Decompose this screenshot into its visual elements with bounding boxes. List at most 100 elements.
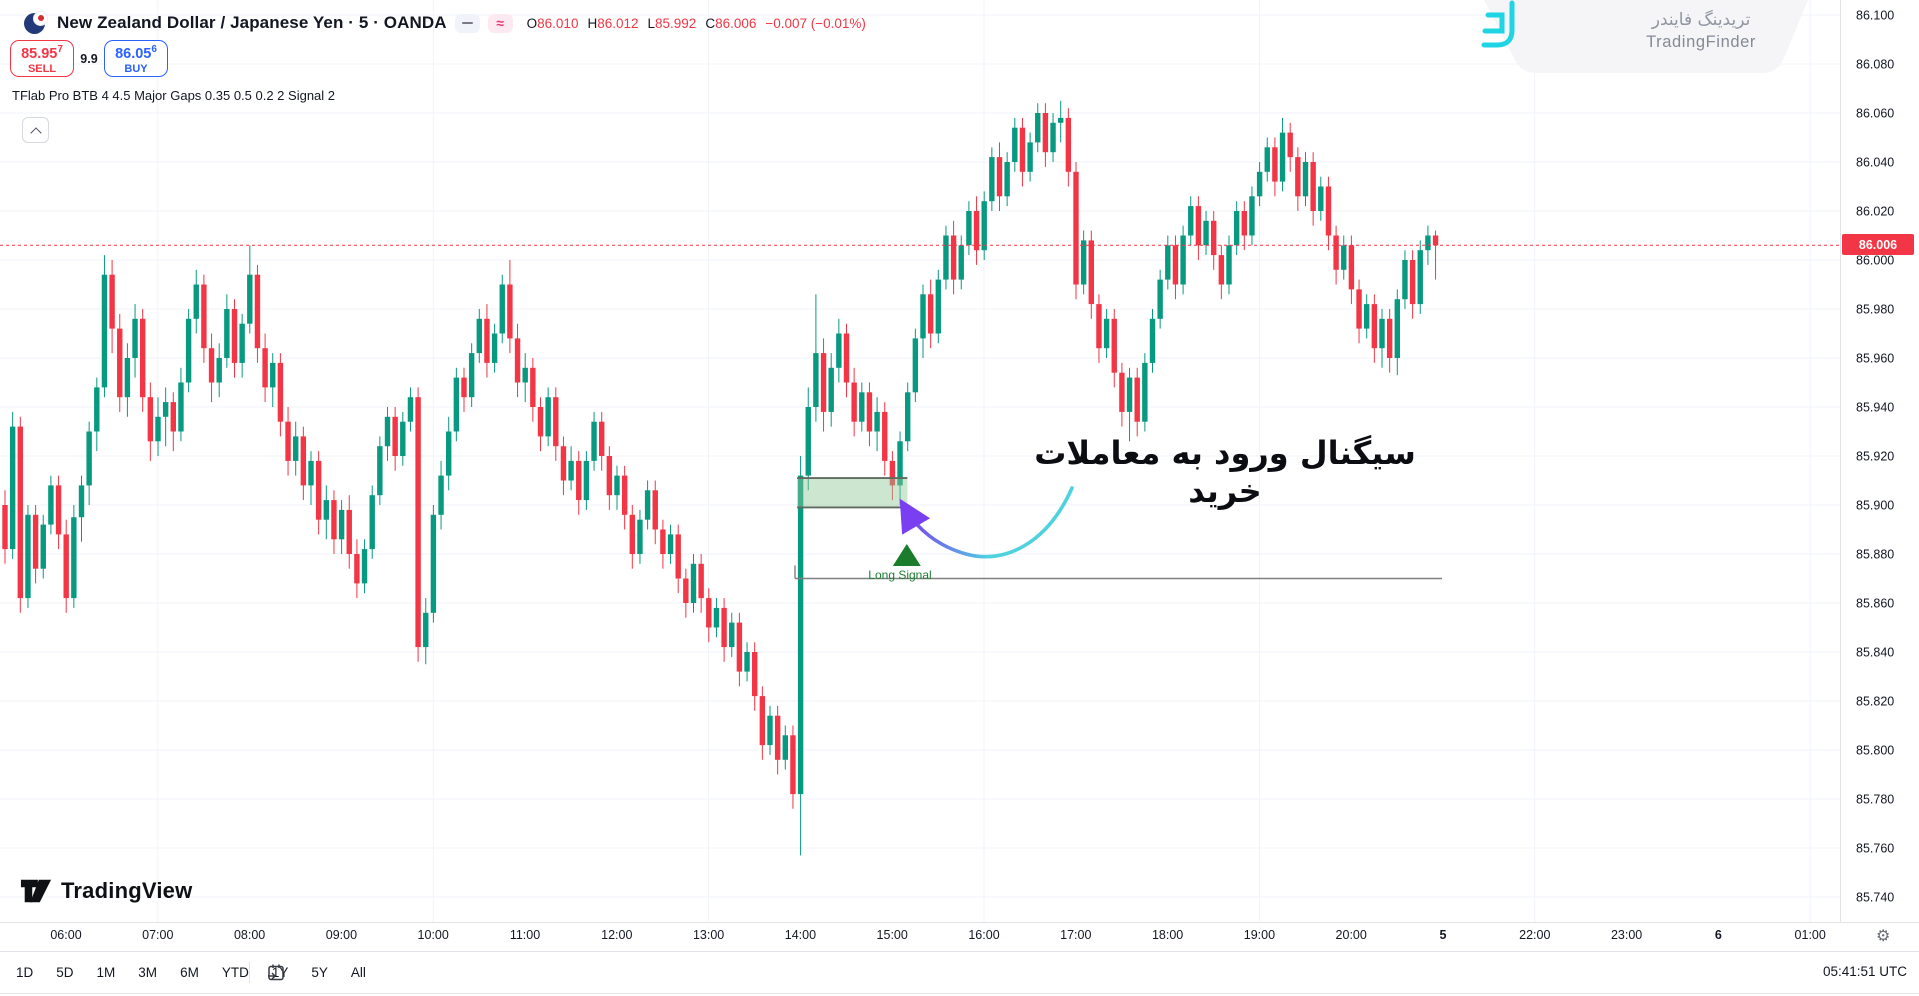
- time-scale[interactable]: 06:00 07:00 08:00 09:00 10:00 11:00 12:00 13:00…: [50, 928, 1826, 942]
- go-to-date-icon[interactable]: [265, 962, 287, 984]
- candle-body: [1050, 122, 1056, 153]
- candle-body: [438, 475, 444, 515]
- range-button-1m[interactable]: 1M: [96, 965, 116, 980]
- candle-body: [446, 431, 452, 476]
- candle-body: [1134, 377, 1140, 422]
- candle-body: [545, 397, 551, 437]
- candle-body: [101, 274, 108, 388]
- candle-body: [1058, 117, 1064, 123]
- candle-body: [859, 392, 865, 422]
- candle-body: [254, 274, 261, 349]
- candle-body: [1203, 220, 1209, 246]
- candle-body: [423, 612, 429, 648]
- candle-body: [1348, 245, 1355, 290]
- candle-body: [973, 211, 980, 251]
- session-clock[interactable]: 05:41:51 UTC: [1822, 964, 1907, 979]
- candle-body: [1035, 113, 1041, 143]
- price-tick-label: 85.760: [1856, 842, 1894, 856]
- gridlines: [0, 0, 1840, 922]
- range-button-5d[interactable]: 5D: [56, 965, 74, 980]
- candle-body: [162, 402, 169, 417]
- candle-body: [1279, 132, 1286, 182]
- candle-body: [1233, 211, 1240, 246]
- range-button-ytd[interactable]: YTD: [221, 965, 249, 980]
- candle-body: [927, 294, 934, 334]
- time-tick-label: 06:00: [50, 928, 81, 942]
- range-button-6m[interactable]: 6M: [180, 965, 199, 980]
- candle-body: [1333, 235, 1339, 270]
- candle-body: [797, 475, 804, 795]
- tradingfinder-brand-fa: تریدینگ فایندر: [1651, 10, 1751, 30]
- time-tick-label: 07:00: [142, 928, 173, 942]
- candle-body: [507, 284, 513, 339]
- candle-body: [247, 274, 253, 324]
- candle-body: [231, 309, 238, 363]
- time-tick-label: 6: [1715, 928, 1722, 942]
- candle-body: [308, 460, 314, 486]
- candle-body: [943, 235, 949, 280]
- candle-body: [17, 426, 23, 599]
- price-tick-label: 85.860: [1856, 597, 1894, 611]
- indicator-title[interactable]: TFlab Pro BTB 4 4.5 Major Gaps 0.35 0.5 …: [12, 88, 336, 103]
- range-button-1y[interactable]: 1Y: [271, 965, 289, 980]
- candle-body: [1004, 162, 1010, 197]
- candle-body: [1302, 162, 1309, 197]
- candle-body: [568, 460, 574, 481]
- range-button-3m[interactable]: 3M: [138, 965, 158, 980]
- buy-button[interactable]: 86.056 BUY: [104, 40, 168, 77]
- range-button-5y[interactable]: 5Y: [311, 965, 328, 980]
- candle-body: [774, 715, 781, 760]
- time-tick-label: 16:00: [968, 928, 999, 942]
- time-tick-label: 22:00: [1519, 928, 1550, 942]
- range-button-1d[interactable]: 1D: [16, 965, 34, 980]
- candle-body: [346, 509, 352, 554]
- candle-body: [1394, 299, 1400, 358]
- current-price-tag[interactable]: 86.006: [1842, 234, 1914, 255]
- candle-body: [484, 318, 490, 363]
- range-button-all[interactable]: All: [350, 965, 366, 980]
- candle-body: [752, 652, 758, 697]
- candle-body: [331, 500, 337, 540]
- candle-body: [530, 367, 536, 407]
- candle-body: [400, 421, 406, 456]
- price-tick-label: 85.960: [1856, 352, 1894, 366]
- time-tick-label: 01:00: [1795, 928, 1826, 942]
- collapse-indicator-button[interactable]: [22, 117, 49, 143]
- sell-button[interactable]: 85.957 SELL: [10, 40, 74, 77]
- settings-gear-icon[interactable]: ⚙: [1876, 928, 1891, 945]
- candle-body: [155, 416, 161, 442]
- candle-body: [262, 348, 268, 388]
- price-scale[interactable]: 86.100 86.080 86.060 86.040 86.020 86.000 85.9…: [1856, 9, 1894, 905]
- candle-body: [621, 475, 628, 515]
- candle-body: [9, 426, 16, 550]
- time-tick-label: 5: [1440, 928, 1447, 942]
- candle-body: [874, 411, 880, 432]
- price-change: −0.007 (−0.01%): [765, 15, 866, 31]
- candle-body: [1241, 211, 1247, 236]
- candle-body: [1371, 304, 1378, 349]
- candle-body: [790, 735, 796, 795]
- candle-body: [430, 514, 437, 613]
- candle-body: [239, 323, 245, 363]
- symbol-title[interactable]: New Zealand Dollar / Japanese Yen · 5 · …: [57, 13, 447, 32]
- candle-body: [920, 294, 926, 339]
- candle-body: [1417, 250, 1423, 305]
- candle-body: [660, 529, 666, 554]
- candle-body: [1379, 318, 1385, 349]
- gap-zone[interactable]: [797, 478, 908, 508]
- candle-body: [86, 431, 92, 486]
- candle-body: [1042, 113, 1049, 153]
- symbol-header: New Zealand Dollar / Japanese Yen · 5 · …: [24, 10, 866, 36]
- candle-body: [935, 279, 941, 334]
- tradingview-logo[interactable]: TradingView: [20, 876, 192, 906]
- candle-body: [1256, 171, 1263, 197]
- candle-body: [71, 517, 77, 599]
- time-tick-label: 17:00: [1060, 928, 1091, 942]
- tradingview-logo-text: TradingView: [61, 878, 193, 903]
- market-status-icon[interactable]: [454, 13, 480, 33]
- candle-body: [461, 377, 467, 398]
- delayed-data-icon[interactable]: ≈: [487, 13, 513, 33]
- candle-body: [1356, 289, 1362, 329]
- candle-body: [729, 622, 735, 648]
